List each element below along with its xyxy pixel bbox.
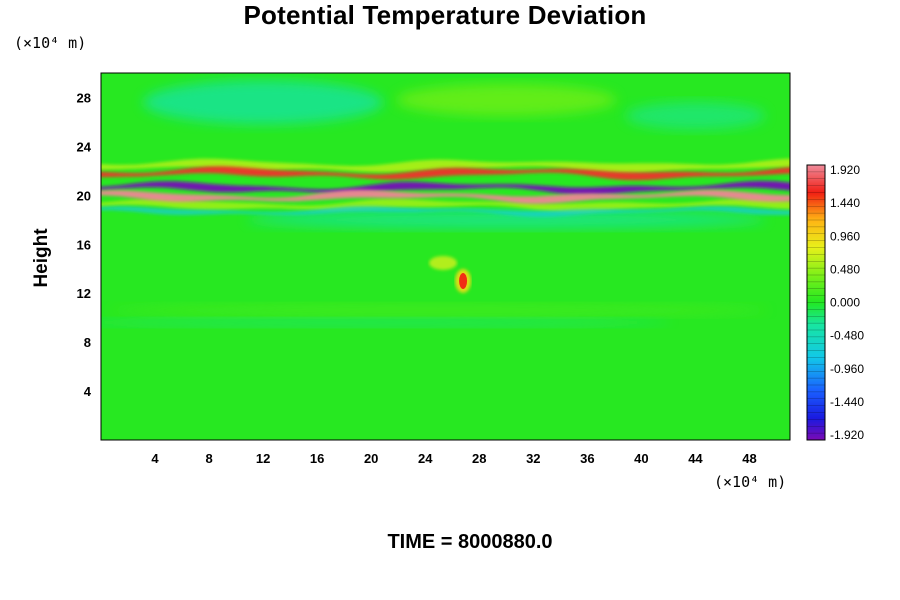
heatmap-field <box>101 73 790 440</box>
x-tick-label: 16 <box>310 451 324 466</box>
low-warm-layer <box>108 304 769 317</box>
y-tick-label: 12 <box>77 286 91 301</box>
band-feature <box>101 189 790 204</box>
band-feature <box>101 180 790 196</box>
x-tick-label: 4 <box>151 451 159 466</box>
upper-cool-region-2 <box>625 101 766 130</box>
x-tick-label: 48 <box>742 451 756 466</box>
time-annotation: TIME = 8000880.0 <box>387 531 553 553</box>
colorbar: 1.920 1.440 0.960 0.480 0.000 -0.480 -0.960 -1.… <box>806 163 864 442</box>
y-tick-label: 8 <box>84 335 91 350</box>
colorbar-tick-label: -1.440 <box>830 395 864 409</box>
band-feature <box>101 166 790 181</box>
colorbar-tick-label: -1.920 <box>830 428 864 442</box>
colorbar-tick-label: 1.440 <box>830 196 860 210</box>
x-tick-label: 36 <box>580 451 594 466</box>
colorbar-frame <box>806 164 826 441</box>
spot-feature <box>459 272 468 289</box>
colorbar-tick-label: 0.480 <box>830 262 860 276</box>
x-tick-label: 44 <box>688 451 703 466</box>
halo-band-lower <box>101 198 790 213</box>
x-tick-label: 20 <box>364 451 378 466</box>
colorbar-tick-label: -0.960 <box>830 362 864 376</box>
x-tick-label: 12 <box>256 451 270 466</box>
y-tick-label: 4 <box>84 384 92 399</box>
colorbar-tick-label: -0.480 <box>830 329 864 343</box>
x-tick-label: 28 <box>472 451 486 466</box>
colorbar-tick-label: 0.960 <box>830 229 860 243</box>
x-tick-label: 40 <box>634 451 648 466</box>
x-axis-unit: (×10⁴ m) <box>714 473 787 491</box>
y-tick-label: 20 <box>77 188 91 203</box>
x-tick-label: 8 <box>205 451 212 466</box>
upper-cool-region <box>143 80 384 125</box>
x-tick-label: 24 <box>418 451 433 466</box>
colorbar-tick-label: 1.920 <box>830 163 860 177</box>
halo-band-cool <box>101 206 790 217</box>
y-tick-label: 24 <box>77 139 92 154</box>
upper-warm-region <box>396 83 617 116</box>
spot-halo <box>429 255 458 270</box>
colorbar-tick-label: 0.000 <box>830 296 860 310</box>
y-tick-label: 16 <box>77 237 91 252</box>
y-axis-unit: (×10⁴ m) <box>14 34 87 52</box>
low-cool-layer <box>101 318 672 327</box>
mid-cool-layer <box>246 210 767 229</box>
x-tick-label: 32 <box>526 451 540 466</box>
halo-band-upper <box>101 158 790 174</box>
plot-frame <box>100 72 791 441</box>
y-tick-label: 28 <box>77 90 91 105</box>
chart-title: Potential Temperature Deviation <box>243 0 647 30</box>
